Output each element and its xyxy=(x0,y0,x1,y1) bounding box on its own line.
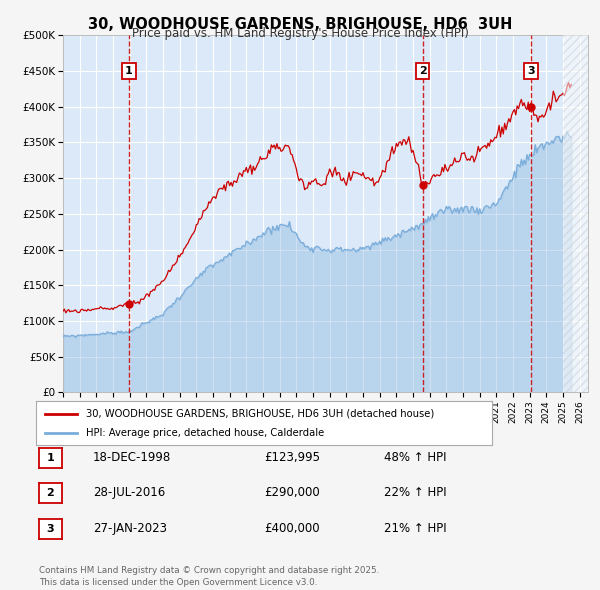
Text: 3: 3 xyxy=(527,66,535,76)
Text: 28-JUL-2016: 28-JUL-2016 xyxy=(93,486,165,499)
Text: Contains HM Land Registry data © Crown copyright and database right 2025.
This d: Contains HM Land Registry data © Crown c… xyxy=(39,566,379,587)
Bar xyxy=(563,35,588,392)
Text: 30, WOODHOUSE GARDENS, BRIGHOUSE, HD6  3UH: 30, WOODHOUSE GARDENS, BRIGHOUSE, HD6 3U… xyxy=(88,17,512,31)
Text: £290,000: £290,000 xyxy=(264,486,320,499)
Text: 1: 1 xyxy=(47,453,54,463)
Text: HPI: Average price, detached house, Calderdale: HPI: Average price, detached house, Cald… xyxy=(86,428,325,438)
Text: Price paid vs. HM Land Registry's House Price Index (HPI): Price paid vs. HM Land Registry's House … xyxy=(131,27,469,40)
Text: £400,000: £400,000 xyxy=(264,522,320,535)
Bar xyxy=(563,35,588,392)
Text: 22% ↑ HPI: 22% ↑ HPI xyxy=(384,486,446,499)
Text: 48% ↑ HPI: 48% ↑ HPI xyxy=(384,451,446,464)
Text: 21% ↑ HPI: 21% ↑ HPI xyxy=(384,522,446,535)
Text: 2: 2 xyxy=(419,66,427,76)
Text: 2: 2 xyxy=(47,489,54,498)
Text: £123,995: £123,995 xyxy=(264,451,320,464)
Text: 18-DEC-1998: 18-DEC-1998 xyxy=(93,451,171,464)
Text: 1: 1 xyxy=(125,66,133,76)
Text: 30, WOODHOUSE GARDENS, BRIGHOUSE, HD6 3UH (detached house): 30, WOODHOUSE GARDENS, BRIGHOUSE, HD6 3U… xyxy=(86,409,434,418)
Text: 27-JAN-2023: 27-JAN-2023 xyxy=(93,522,167,535)
Text: 3: 3 xyxy=(47,524,54,533)
